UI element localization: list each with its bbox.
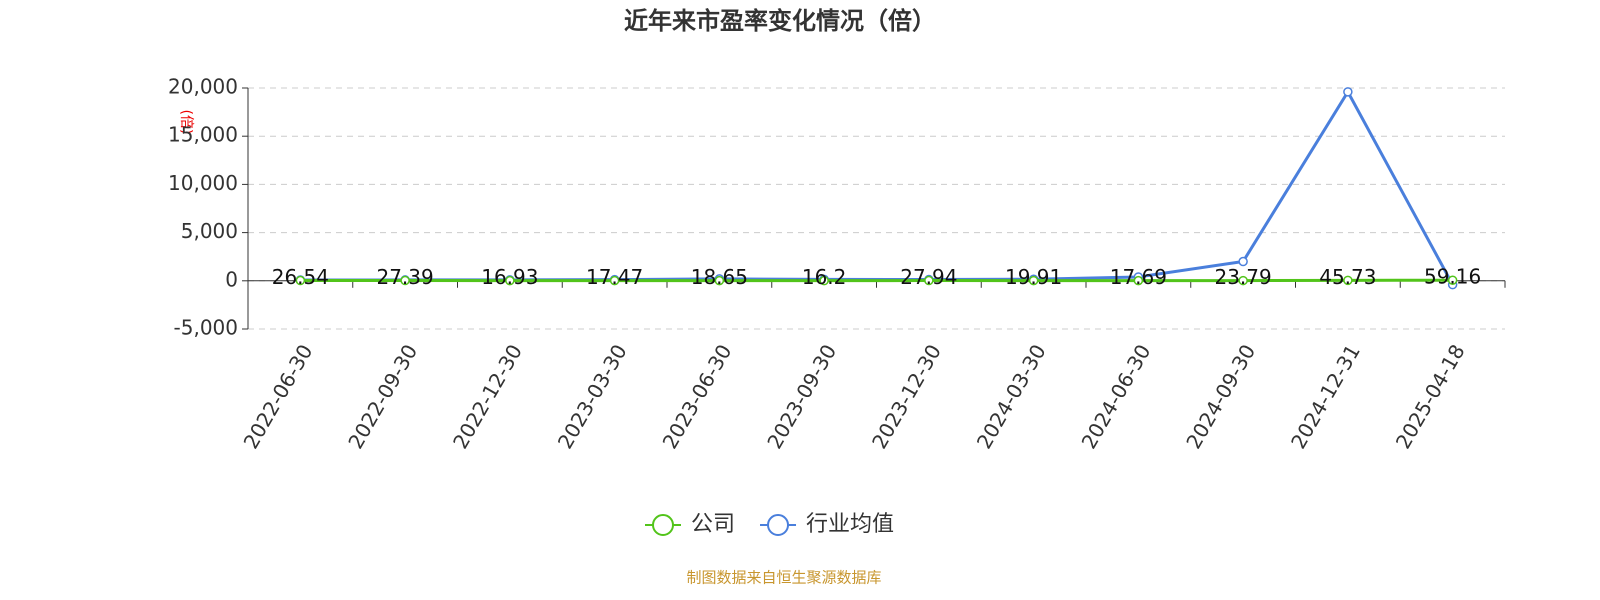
x-tick-label: 2024-06-30 <box>1077 340 1156 453</box>
x-tick-label: 2023-03-30 <box>553 340 632 453</box>
point <box>1238 275 1248 286</box>
chart-title: 近年来市盈率变化情况（倍） <box>624 7 936 35</box>
point <box>924 275 934 286</box>
x-tick-label: 2022-09-30 <box>343 340 422 453</box>
x-tick-label: 2024-12-31 <box>1286 340 1365 453</box>
data-label: 18.65 <box>691 265 748 289</box>
point <box>1343 87 1353 97</box>
data-label: 27.39 <box>376 265 433 289</box>
point <box>609 275 620 286</box>
y-tick-label: 15,000 <box>168 123 238 147</box>
data-label: 26.54 <box>272 265 329 289</box>
y-tick-label: 0 <box>225 267 238 291</box>
data-label: 16.2 <box>802 265 847 289</box>
point <box>1238 256 1248 267</box>
point <box>1343 275 1353 286</box>
legend-label: 行业均值 <box>806 512 894 537</box>
x-tick-label: 2023-09-30 <box>762 340 841 453</box>
legend-label: 公司 <box>691 512 735 537</box>
y-tick-label: 5,000 <box>181 219 238 243</box>
point <box>400 275 410 286</box>
data-label: 59.16 <box>1424 265 1481 289</box>
x-tick-label: 2024-09-30 <box>1181 340 1260 453</box>
point <box>505 275 515 286</box>
point <box>819 275 829 286</box>
x-tick-label: 2023-06-30 <box>658 340 737 453</box>
y-tick-label: 10,000 <box>168 171 238 195</box>
source-note: 制图数据来自恒生聚源数据库 <box>686 569 881 587</box>
y-axis-label: (倍) <box>178 110 194 135</box>
legend-icon <box>767 514 790 536</box>
data-label: 16.93 <box>481 265 538 289</box>
data-label: 23.79 <box>1214 265 1271 289</box>
legend-icon <box>652 514 674 536</box>
point <box>1028 275 1039 286</box>
data-label: 45.73 <box>1319 265 1376 289</box>
x-tick-label: 2025-04-18 <box>1391 340 1470 453</box>
point <box>1447 275 1458 285</box>
y-tick-label: -5,000 <box>174 316 238 340</box>
x-tick-label: 2023-12-30 <box>867 340 946 453</box>
data-label: 17.47 <box>586 265 643 289</box>
data-label: 19.91 <box>1005 265 1062 289</box>
data-label: 27.94 <box>900 265 957 289</box>
x-tick-label: 2024-03-30 <box>972 340 1051 453</box>
x-tick-label: 2022-12-30 <box>448 340 527 453</box>
y-tick-label: 20,000 <box>168 75 238 99</box>
point <box>1133 275 1144 286</box>
series-line <box>300 88 1454 286</box>
data-label: 17.69 <box>1110 265 1167 289</box>
point <box>714 275 725 286</box>
x-tick-label: 2022-06-30 <box>239 340 318 453</box>
point <box>295 275 306 286</box>
